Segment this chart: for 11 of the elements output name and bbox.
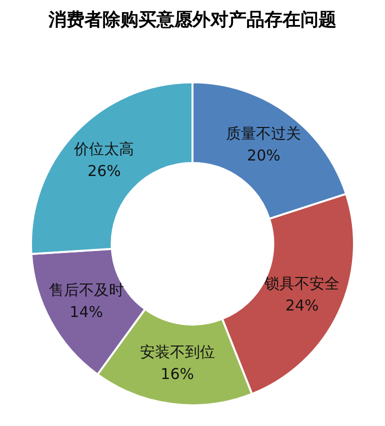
slice-label: 售后不及时 bbox=[48, 281, 124, 300]
slice-label: 安装不到位 bbox=[140, 342, 215, 361]
data-label: 16% bbox=[160, 364, 194, 383]
chart-title: 消费者除购买意愿外对产品存在问题 bbox=[48, 9, 336, 30]
slice-label: 价位太高 bbox=[73, 140, 134, 158]
slice-label: 锁具不安全 bbox=[264, 274, 340, 292]
data-label: 26% bbox=[88, 162, 121, 180]
data-label: 20% bbox=[247, 146, 280, 165]
data-label: 24% bbox=[285, 296, 319, 314]
slice-label: 质量不过关 bbox=[226, 124, 302, 143]
data-label: 14% bbox=[70, 303, 104, 322]
